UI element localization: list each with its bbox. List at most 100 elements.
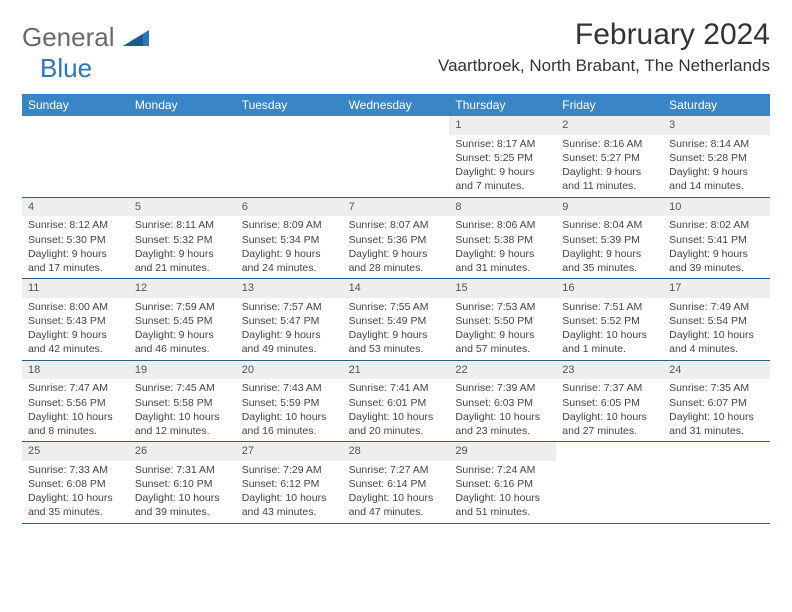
- day-sunset: Sunset: 5:34 PM: [242, 233, 337, 247]
- day-info: Sunrise: 8:07 AMSunset: 5:36 PMDaylight:…: [343, 218, 450, 278]
- day-cell: [663, 442, 770, 523]
- day-number: 20: [236, 361, 343, 380]
- day-info: Sunrise: 8:12 AMSunset: 5:30 PMDaylight:…: [22, 218, 129, 278]
- day-day1: Daylight: 10 hours: [28, 410, 123, 424]
- day-info: Sunrise: 8:17 AMSunset: 5:25 PMDaylight:…: [449, 137, 556, 197]
- day-day1: Daylight: 9 hours: [349, 247, 444, 261]
- weekday-header: Thursday: [449, 94, 556, 116]
- day-day2: and 11 minutes.: [562, 179, 657, 193]
- day-sunrise: Sunrise: 8:07 AM: [349, 218, 444, 232]
- day-day1: Daylight: 9 hours: [28, 247, 123, 261]
- day-cell: 9Sunrise: 8:04 AMSunset: 5:39 PMDaylight…: [556, 198, 663, 279]
- day-sunrise: Sunrise: 7:41 AM: [349, 381, 444, 395]
- day-sunset: Sunset: 6:07 PM: [669, 396, 764, 410]
- day-number: 21: [343, 361, 450, 380]
- day-sunset: Sunset: 6:05 PM: [562, 396, 657, 410]
- day-cell: 8Sunrise: 8:06 AMSunset: 5:38 PMDaylight…: [449, 198, 556, 279]
- day-cell: [343, 116, 450, 197]
- logo-text-block: General Blue: [22, 22, 149, 84]
- day-cell: 19Sunrise: 7:45 AMSunset: 5:58 PMDayligh…: [129, 361, 236, 442]
- day-day1: Daylight: 10 hours: [455, 410, 550, 424]
- day-sunrise: Sunrise: 7:45 AM: [135, 381, 230, 395]
- day-info: Sunrise: 7:49 AMSunset: 5:54 PMDaylight:…: [663, 300, 770, 360]
- day-info: Sunrise: 7:55 AMSunset: 5:49 PMDaylight:…: [343, 300, 450, 360]
- day-cell: 28Sunrise: 7:27 AMSunset: 6:14 PMDayligh…: [343, 442, 450, 523]
- day-number: 15: [449, 279, 556, 298]
- day-cell: 26Sunrise: 7:31 AMSunset: 6:10 PMDayligh…: [129, 442, 236, 523]
- calendar: SundayMondayTuesdayWednesdayThursdayFrid…: [22, 94, 770, 524]
- day-day2: and 35 minutes.: [28, 505, 123, 519]
- day-info: Sunrise: 8:14 AMSunset: 5:28 PMDaylight:…: [663, 137, 770, 197]
- day-day2: and 17 minutes.: [28, 261, 123, 275]
- day-cell: 18Sunrise: 7:47 AMSunset: 5:56 PMDayligh…: [22, 361, 129, 442]
- day-info: Sunrise: 7:43 AMSunset: 5:59 PMDaylight:…: [236, 381, 343, 441]
- day-sunset: Sunset: 5:39 PM: [562, 233, 657, 247]
- day-cell: 6Sunrise: 8:09 AMSunset: 5:34 PMDaylight…: [236, 198, 343, 279]
- day-cell: 27Sunrise: 7:29 AMSunset: 6:12 PMDayligh…: [236, 442, 343, 523]
- day-day2: and 42 minutes.: [28, 342, 123, 356]
- day-info: Sunrise: 8:09 AMSunset: 5:34 PMDaylight:…: [236, 218, 343, 278]
- day-cell: 10Sunrise: 8:02 AMSunset: 5:41 PMDayligh…: [663, 198, 770, 279]
- day-cell: 21Sunrise: 7:41 AMSunset: 6:01 PMDayligh…: [343, 361, 450, 442]
- week-row: 11Sunrise: 8:00 AMSunset: 5:43 PMDayligh…: [22, 279, 770, 361]
- day-sunrise: Sunrise: 7:53 AM: [455, 300, 550, 314]
- day-day2: and 8 minutes.: [28, 424, 123, 438]
- week-row: 25Sunrise: 7:33 AMSunset: 6:08 PMDayligh…: [22, 442, 770, 524]
- day-sunrise: Sunrise: 8:14 AM: [669, 137, 764, 151]
- day-sunrise: Sunrise: 7:57 AM: [242, 300, 337, 314]
- day-day2: and 31 minutes.: [455, 261, 550, 275]
- day-sunset: Sunset: 5:41 PM: [669, 233, 764, 247]
- weekday-header: Sunday: [22, 94, 129, 116]
- day-number: 16: [556, 279, 663, 298]
- day-number: 8: [449, 198, 556, 217]
- day-day1: Daylight: 10 hours: [349, 410, 444, 424]
- day-sunset: Sunset: 5:43 PM: [28, 314, 123, 328]
- day-sunset: Sunset: 5:25 PM: [455, 151, 550, 165]
- day-day2: and 43 minutes.: [242, 505, 337, 519]
- day-day2: and 39 minutes.: [135, 505, 230, 519]
- day-day1: Daylight: 9 hours: [669, 247, 764, 261]
- day-sunrise: Sunrise: 7:55 AM: [349, 300, 444, 314]
- logo: General Blue: [22, 22, 149, 84]
- day-day2: and 20 minutes.: [349, 424, 444, 438]
- day-info: Sunrise: 7:59 AMSunset: 5:45 PMDaylight:…: [129, 300, 236, 360]
- day-day1: Daylight: 10 hours: [562, 410, 657, 424]
- day-number: 13: [236, 279, 343, 298]
- day-cell: 15Sunrise: 7:53 AMSunset: 5:50 PMDayligh…: [449, 279, 556, 360]
- day-sunset: Sunset: 6:14 PM: [349, 477, 444, 491]
- day-day1: Daylight: 10 hours: [669, 410, 764, 424]
- day-number: 2: [556, 116, 663, 135]
- day-number: 23: [556, 361, 663, 380]
- day-day2: and 12 minutes.: [135, 424, 230, 438]
- day-day1: Daylight: 10 hours: [242, 491, 337, 505]
- day-cell: 20Sunrise: 7:43 AMSunset: 5:59 PMDayligh…: [236, 361, 343, 442]
- day-number: 29: [449, 442, 556, 461]
- day-number: 28: [343, 442, 450, 461]
- day-sunrise: Sunrise: 8:02 AM: [669, 218, 764, 232]
- logo-text-general: General: [22, 22, 115, 52]
- weeks-container: 1Sunrise: 8:17 AMSunset: 5:25 PMDaylight…: [22, 116, 770, 524]
- day-sunset: Sunset: 5:54 PM: [669, 314, 764, 328]
- day-number: 18: [22, 361, 129, 380]
- day-number: 11: [22, 279, 129, 298]
- logo-text-blue: Blue: [40, 53, 92, 83]
- week-row: 1Sunrise: 8:17 AMSunset: 5:25 PMDaylight…: [22, 116, 770, 198]
- week-row: 18Sunrise: 7:47 AMSunset: 5:56 PMDayligh…: [22, 361, 770, 443]
- day-day2: and 16 minutes.: [242, 424, 337, 438]
- day-sunset: Sunset: 5:59 PM: [242, 396, 337, 410]
- day-sunrise: Sunrise: 7:43 AM: [242, 381, 337, 395]
- day-day1: Daylight: 9 hours: [349, 328, 444, 342]
- day-cell: 7Sunrise: 8:07 AMSunset: 5:36 PMDaylight…: [343, 198, 450, 279]
- day-day1: Daylight: 10 hours: [135, 491, 230, 505]
- day-day1: Daylight: 9 hours: [669, 165, 764, 179]
- day-day2: and 4 minutes.: [669, 342, 764, 356]
- day-cell: [236, 116, 343, 197]
- day-day2: and 1 minute.: [562, 342, 657, 356]
- day-cell: 17Sunrise: 7:49 AMSunset: 5:54 PMDayligh…: [663, 279, 770, 360]
- day-cell: 2Sunrise: 8:16 AMSunset: 5:27 PMDaylight…: [556, 116, 663, 197]
- day-sunset: Sunset: 6:03 PM: [455, 396, 550, 410]
- day-info: Sunrise: 7:35 AMSunset: 6:07 PMDaylight:…: [663, 381, 770, 441]
- triangle-icon: [123, 28, 149, 46]
- day-sunset: Sunset: 6:12 PM: [242, 477, 337, 491]
- day-cell: 23Sunrise: 7:37 AMSunset: 6:05 PMDayligh…: [556, 361, 663, 442]
